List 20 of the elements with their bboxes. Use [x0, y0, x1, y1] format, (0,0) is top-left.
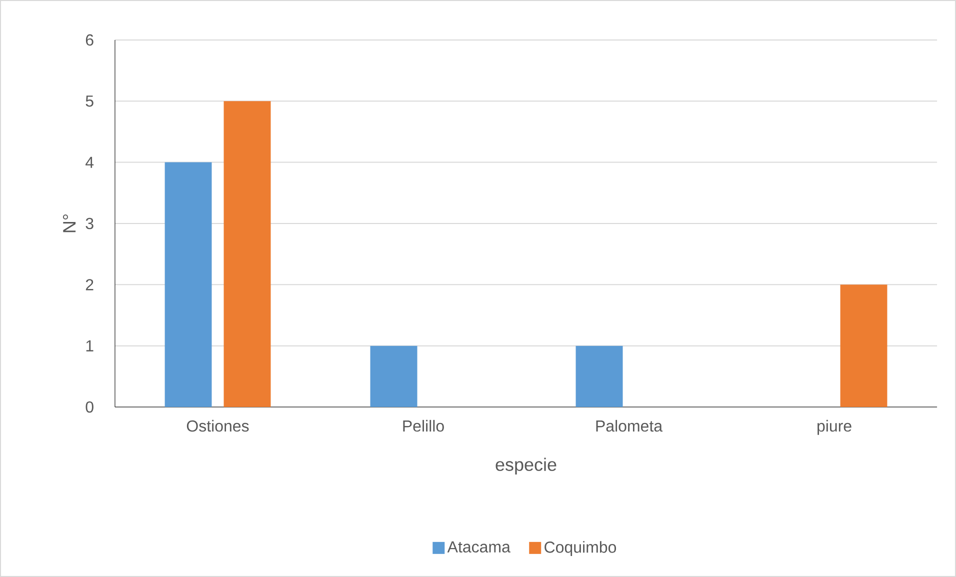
x-tick-label: piure: [818, 420, 852, 435]
y-tick-label: 5: [86, 96, 94, 107]
y-tick-label: 2: [86, 279, 94, 290]
y-tick-label: 6: [86, 34, 94, 46]
bar: [576, 346, 623, 408]
y-tick-label: 3: [86, 218, 94, 230]
x-tick-label: Ostiones: [186, 420, 249, 432]
bar: [224, 101, 271, 408]
x-tick-label: Pelillo: [403, 420, 444, 432]
legend-label: Coquimbo: [544, 541, 616, 556]
bar: [840, 284, 888, 408]
y-axis-title: N°: [62, 214, 76, 232]
y-tick-label: 0: [86, 401, 94, 413]
x-axis-title: especie: [496, 458, 556, 475]
y-tick-label: 4: [86, 156, 94, 168]
bar: [164, 162, 212, 408]
bar: [370, 346, 418, 408]
legend-label: Atacama: [447, 541, 510, 553]
x-tick-label: Palometa: [596, 420, 663, 432]
y-tick-label: 1: [86, 340, 94, 352]
